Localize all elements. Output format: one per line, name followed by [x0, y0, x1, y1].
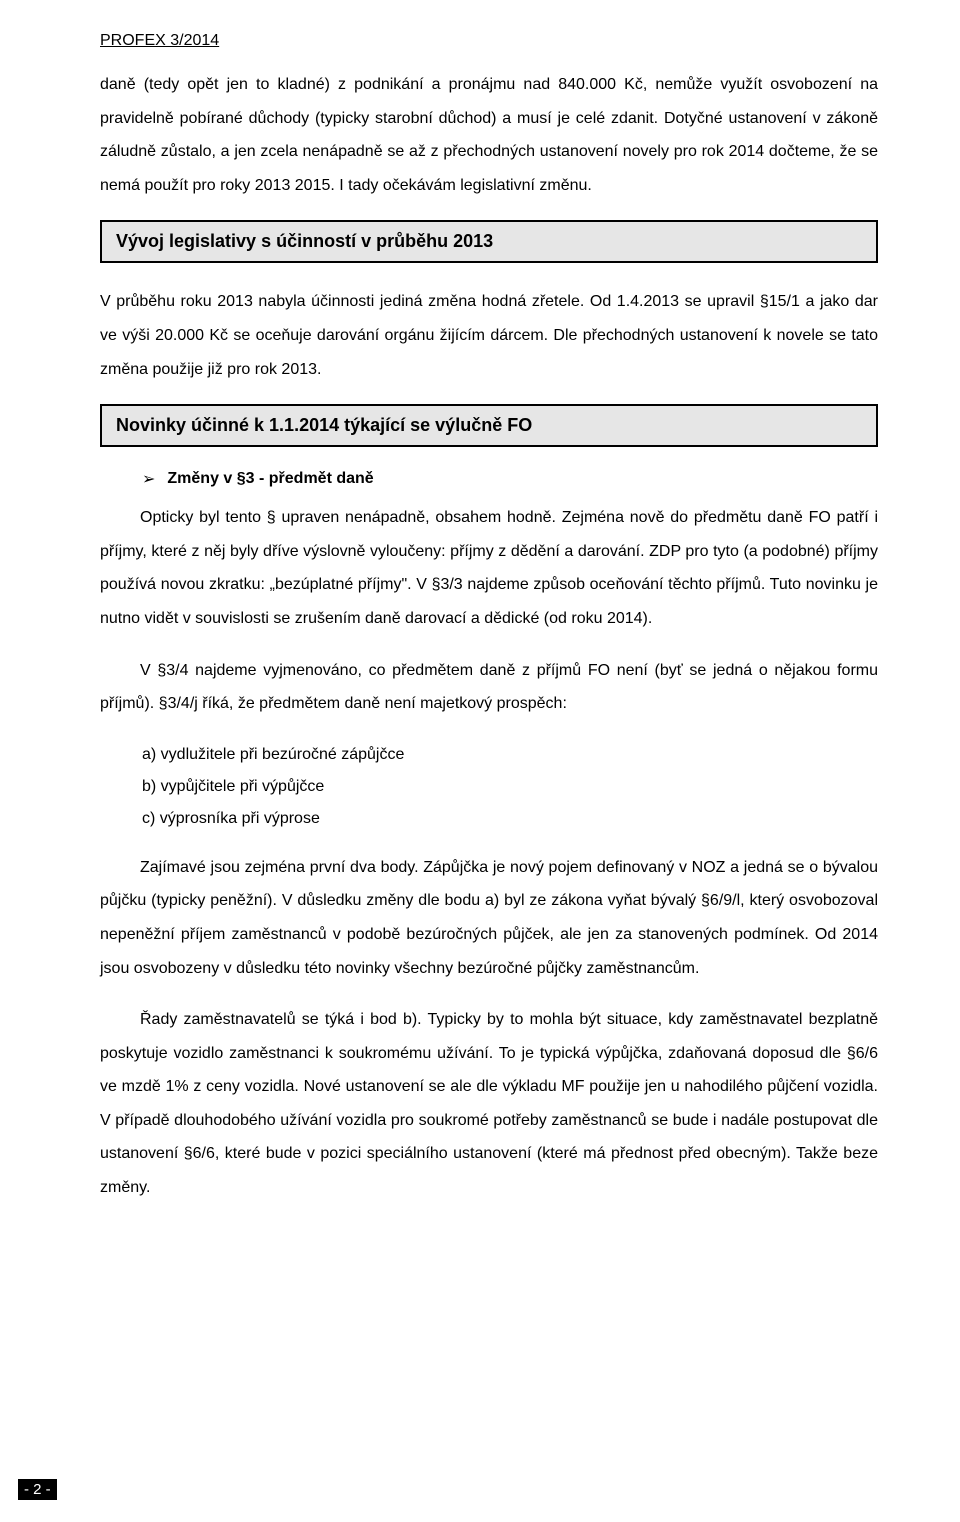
section-heading-box: Novinky účinné k 1.1.2014 týkající se vý… [100, 404, 878, 447]
list-item: c) výprosníka při výprose [142, 803, 878, 835]
subheading-text: Změny v §3 - předmět daně [167, 470, 373, 488]
chevron-right-icon: ➢ [142, 469, 155, 489]
body-paragraph: Zajímavé jsou zejména první dva body. Zá… [100, 851, 878, 985]
page-number-badge: - 2 - [18, 1479, 57, 1500]
document-header: PROFEX 3/2014 [100, 32, 878, 50]
body-paragraph: daně (tedy opět jen to kladné) z podniká… [100, 68, 878, 202]
list-item: a) vydlužitele při bezúročné zápůjčce [142, 739, 878, 771]
list-item: b) vypůjčitele při výpůjčce [142, 771, 878, 803]
body-paragraph: V průběhu roku 2013 nabyla účinnosti jed… [100, 285, 878, 386]
body-paragraph: V §3/4 najdeme vyjmenováno, co předmětem… [100, 654, 878, 721]
section-heading-box: Vývoj legislativy s účinností v průběhu … [100, 220, 878, 263]
section-heading: Vývoj legislativy s účinností v průběhu … [116, 231, 862, 252]
body-paragraph: Opticky byl tento § upraven nenápadně, o… [100, 501, 878, 635]
body-paragraph: Řady zaměstnavatelů se týká i bod b). Ty… [100, 1003, 878, 1205]
letter-list: a) vydlužitele při bezúročné zápůjčce b)… [142, 739, 878, 835]
subheading-bullet: ➢ Změny v §3 - předmět daně [142, 469, 878, 489]
section-heading: Novinky účinné k 1.1.2014 týkající se vý… [116, 415, 862, 436]
